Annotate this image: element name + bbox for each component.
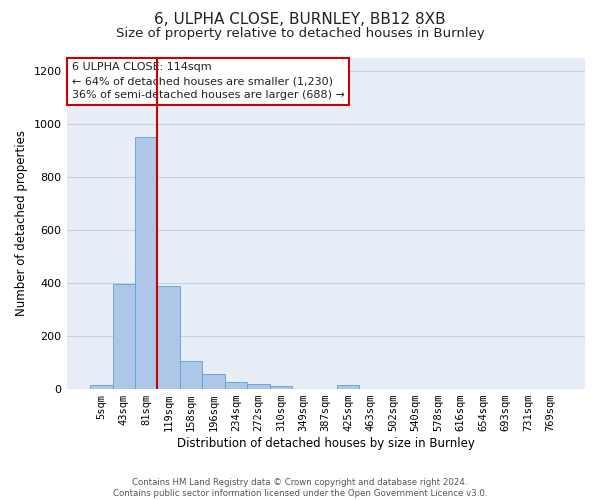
Bar <box>225 382 247 389</box>
Text: 6, ULPHA CLOSE, BURNLEY, BB12 8XB: 6, ULPHA CLOSE, BURNLEY, BB12 8XB <box>154 12 446 28</box>
Bar <box>180 361 202 389</box>
Bar <box>135 137 157 389</box>
Bar <box>202 374 225 389</box>
Bar <box>337 385 359 389</box>
Text: 6 ULPHA CLOSE: 114sqm
← 64% of detached houses are smaller (1,230)
36% of semi-d: 6 ULPHA CLOSE: 114sqm ← 64% of detached … <box>72 62 344 100</box>
Y-axis label: Number of detached properties: Number of detached properties <box>15 130 28 316</box>
X-axis label: Distribution of detached houses by size in Burnley: Distribution of detached houses by size … <box>177 437 475 450</box>
Text: Contains HM Land Registry data © Crown copyright and database right 2024.
Contai: Contains HM Land Registry data © Crown c… <box>113 478 487 498</box>
Bar <box>113 284 135 389</box>
Bar <box>90 385 113 389</box>
Text: Size of property relative to detached houses in Burnley: Size of property relative to detached ho… <box>116 28 484 40</box>
Bar <box>247 384 269 389</box>
Bar <box>269 386 292 389</box>
Bar <box>157 286 180 389</box>
